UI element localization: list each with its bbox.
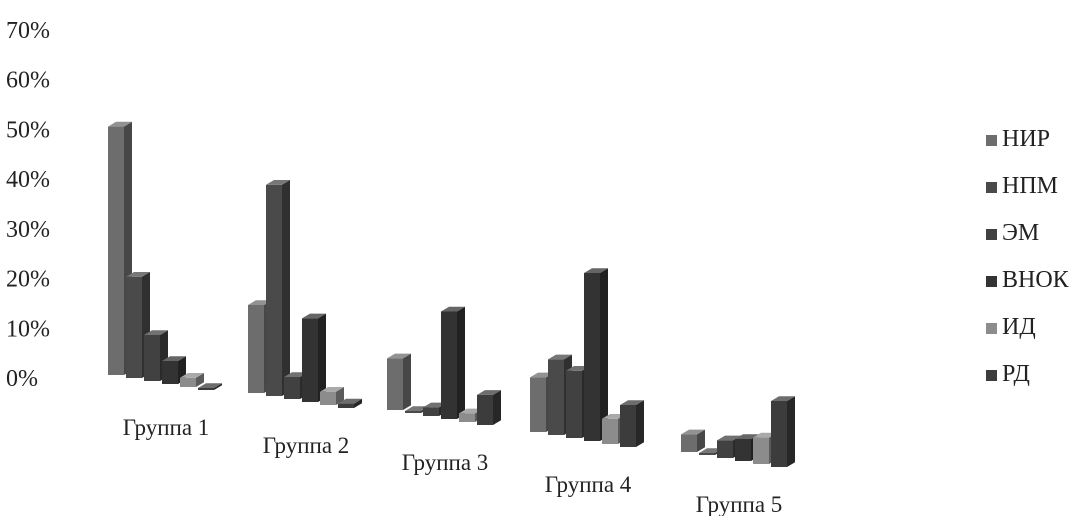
legend-swatch (986, 276, 997, 287)
y-tick-label: 20% (6, 267, 50, 293)
legend-item: ИД (986, 314, 1036, 340)
y-tick-label: 0% (6, 366, 38, 392)
y-axis: 0% 10% 20% 30% 40% 50% 60% 70% (6, 18, 50, 392)
bar (477, 390, 501, 425)
bar (144, 330, 168, 381)
legend: НИР НПМ ЭМ ВНОК ИД РД (986, 126, 1070, 387)
y-tick-label: 60% (6, 68, 50, 94)
bar (620, 400, 644, 447)
bar (266, 180, 290, 396)
category-label: Группа 4 (545, 472, 632, 497)
legend-item: НИР (986, 126, 1050, 152)
legend-item: ВНОК (986, 267, 1070, 293)
legend-label: ВНОК (1002, 267, 1070, 293)
y-tick-label: 30% (6, 217, 50, 243)
y-tick-label: 10% (6, 316, 50, 342)
bar (441, 306, 465, 419)
y-tick-label: 40% (6, 167, 50, 193)
bar (320, 387, 344, 405)
legend-label: НИР (1002, 126, 1050, 152)
bar (338, 398, 362, 408)
y-tick-label: 50% (6, 117, 50, 143)
bar (681, 429, 705, 452)
bar (584, 268, 608, 441)
bar (162, 356, 186, 384)
bar-group (108, 121, 222, 390)
bar-group (387, 306, 501, 425)
bar (771, 396, 795, 467)
bar (180, 373, 204, 387)
legend-label: ЭМ (1002, 220, 1039, 246)
legend-swatch (986, 135, 997, 146)
bars (108, 121, 795, 467)
category-label: Группа 5 (696, 492, 783, 516)
bar-group (530, 268, 644, 447)
bar (302, 313, 326, 402)
category-label: Группа 3 (402, 450, 489, 475)
legend-label: РД (1002, 361, 1030, 387)
legend-label: ИД (1002, 314, 1036, 340)
legend-label: НПМ (1002, 173, 1058, 199)
category-labels: Группа 1 Группа 2 Группа 3 Группа 4 Группа 5 (123, 415, 783, 516)
legend-swatch (986, 229, 997, 240)
legend-swatch (986, 323, 997, 334)
category-label: Группа 1 (123, 415, 210, 440)
bar-group (248, 180, 362, 408)
bar-group (681, 396, 795, 467)
y-tick-label: 70% (6, 18, 50, 44)
legend-swatch (986, 182, 997, 193)
legend-item: РД (986, 361, 1030, 387)
legend-item: ЭМ (986, 220, 1039, 246)
legend-swatch (986, 370, 997, 381)
legend-item: НПМ (986, 173, 1058, 199)
bar (387, 353, 411, 410)
category-label: Группа 2 (263, 433, 350, 458)
bar (198, 383, 222, 390)
